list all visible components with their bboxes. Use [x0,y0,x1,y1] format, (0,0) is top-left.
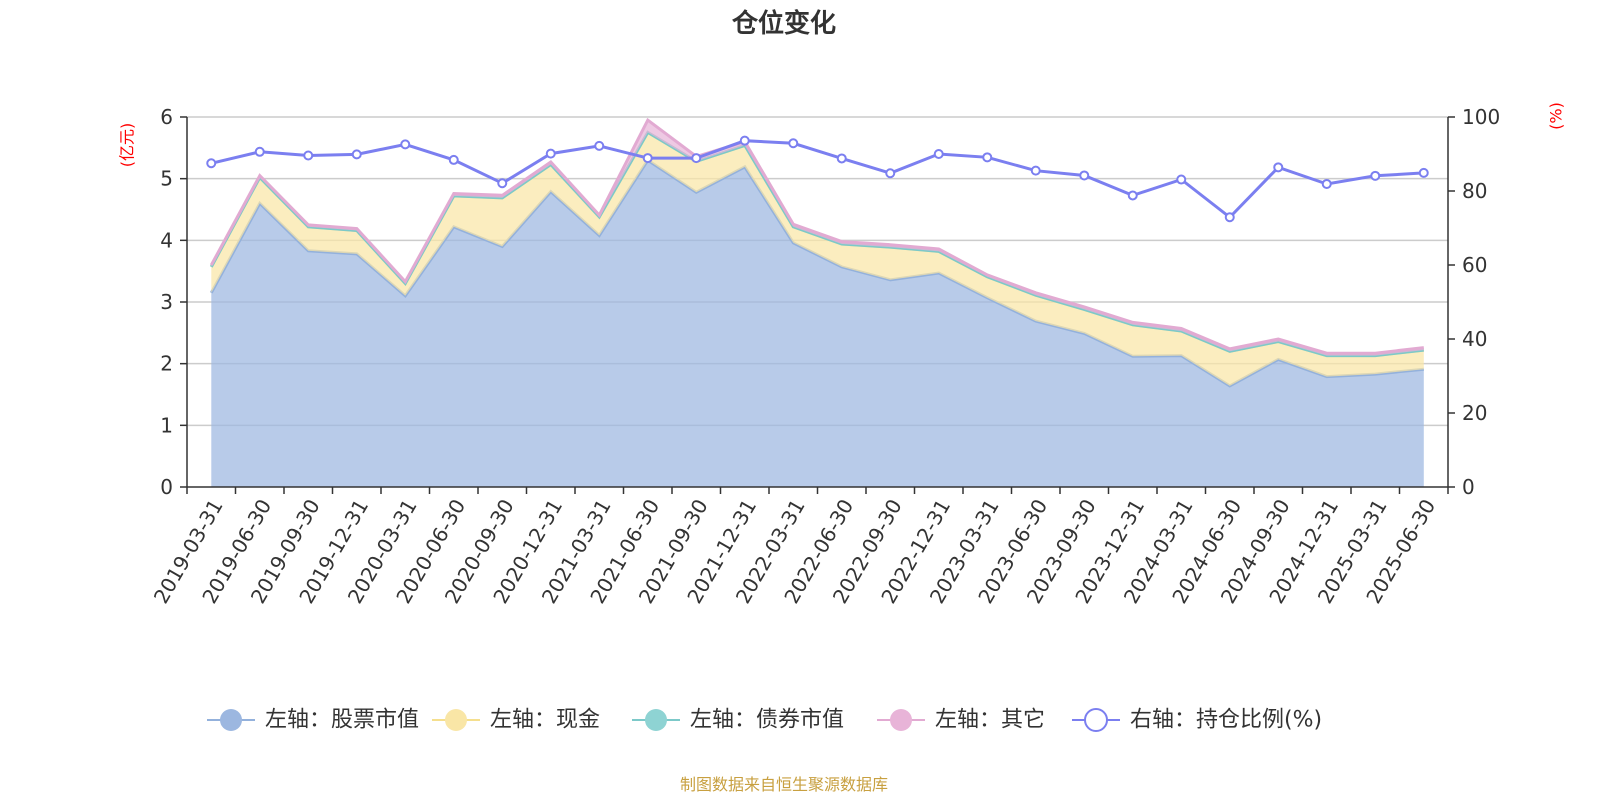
left-tick-label: 5 [160,167,173,191]
ratio-point [497,178,508,189]
legend-circle-icon [890,709,912,731]
left-tick-label: 6 [160,105,173,129]
ratio-point [982,152,993,163]
legend-item: 左轴：债券市值 [632,708,844,733]
right-tick-label: 80 [1462,179,1487,203]
ratio-point [691,153,702,164]
legend: 左轴：股票市值 左轴：现金 左轴：债券市值 左轴：其它 右轴：持仓比例(%) [207,708,1322,733]
ratio-point [1127,190,1138,201]
ratio-point [1273,162,1284,173]
left-tick-label: 1 [160,413,173,437]
ratio-point [1418,167,1429,178]
ratio-point [1030,165,1041,176]
legend-label: 左轴：债券市值 [690,708,844,733]
chart-title: 仓位变化 [731,8,836,39]
ratio-point [206,158,217,169]
ratio-point [303,150,314,161]
ratio-point [1079,170,1090,181]
left-tick-label: 3 [160,290,173,314]
ratio-point [594,140,605,151]
ratio-point [885,168,896,179]
right-tick-label: 60 [1462,253,1487,277]
legend-circle-icon [1084,708,1108,732]
area-左轴：现金 [211,132,1424,386]
ratio-point [400,139,411,150]
ratio-point [739,135,750,146]
ratio-point [933,149,944,159]
legend-label: 左轴：股票市值 [265,708,419,733]
legend-label: 左轴：现金 [490,708,600,733]
legend-item: 左轴：其它 [877,708,1045,733]
right-tick-label: 100 [1462,105,1500,129]
ratio-point [1370,170,1381,181]
ratio-point [642,153,653,164]
left-tick-label: 0 [160,475,173,499]
ratio-point [545,148,556,159]
legend-item: 左轴：股票市值 [207,708,419,733]
left-axis-label: (亿元) [118,123,137,168]
area-左轴：股票市值 [211,160,1424,487]
ratio-point [351,149,362,160]
area-line-左轴：股票市值 [209,158,1424,388]
x-tick-labels: 2019-03-312019-06-302019-09-302019-12-31… [149,495,1440,608]
ratio-point [448,154,459,165]
ratio-point [1321,178,1332,189]
ratio-point [254,146,265,157]
legend-circle-icon [645,709,667,731]
left-tick-label: 4 [160,228,173,252]
legend-item: 左轴：现金 [432,708,600,733]
legend-label: 右轴：持仓比例(%) [1130,708,1322,733]
legend-label: 左轴：其它 [935,708,1045,733]
ratio-line-series [206,135,1429,223]
right-tick-label: 40 [1462,327,1487,351]
ratio-point [836,153,847,164]
ratio-point [1224,212,1235,223]
legend-circle-icon [445,709,467,731]
source-note: 制图数据来自恒生聚源数据库 [680,775,888,794]
ratio-point [1176,174,1187,185]
area-line-左轴：其它 [209,117,1424,355]
right-tick-label: 20 [1462,401,1487,425]
ratio-point [788,138,799,149]
legend-circle-icon [220,709,242,731]
right-axis-label: (%) [1547,102,1566,130]
right-tick-label: 0 [1462,475,1475,499]
ratio-line [210,139,1424,220]
left-tick-label: 2 [160,352,173,376]
stacked-areas [209,117,1424,487]
legend-item: 右轴：持仓比例(%) [1072,708,1322,733]
